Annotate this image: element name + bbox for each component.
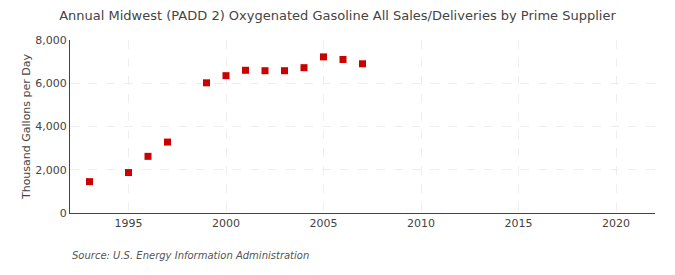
svg-text:4,000: 4,000 [35,120,67,133]
svg-text:2020: 2020 [602,217,630,230]
svg-text:2005: 2005 [310,217,338,230]
svg-text:2015: 2015 [505,217,533,230]
svg-text:6,000: 6,000 [35,77,67,90]
svg-text:8,000: 8,000 [35,34,67,47]
svg-text:Source: U.S. Energy Informatio: Source: U.S. Energy Information Administ… [72,250,309,261]
svg-text:2000: 2000 [212,217,240,230]
svg-text:2010: 2010 [407,217,435,230]
svg-text:2,000: 2,000 [35,164,67,177]
svg-text:Thousand Gallons per Day: Thousand Gallons per Day [20,53,33,200]
svg-text:1995: 1995 [115,217,143,230]
svg-text:Annual Midwest (PADD 2) Oxygen: Annual Midwest (PADD 2) Oxygenated Gasol… [59,8,616,23]
svg-text:0: 0 [60,207,67,220]
